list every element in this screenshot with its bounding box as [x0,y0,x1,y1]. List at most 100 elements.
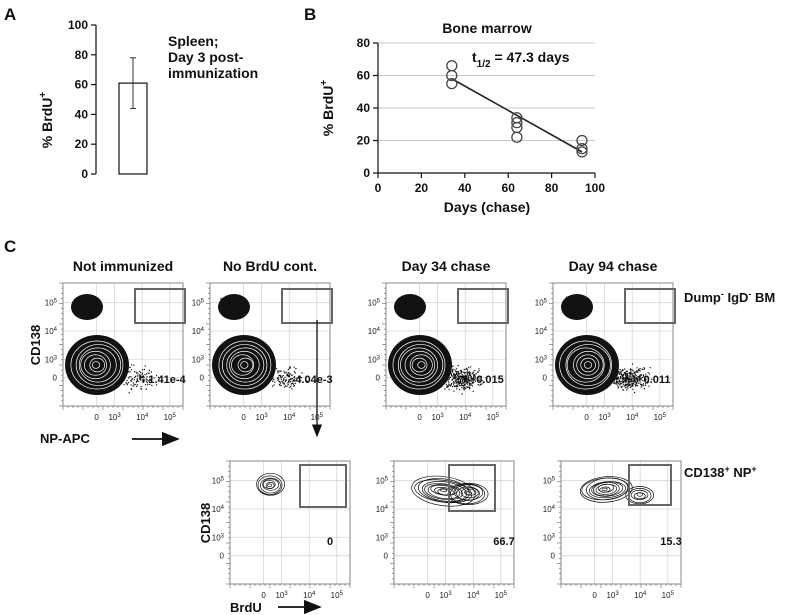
contour-line [464,489,477,496]
flow-x-tick-label: 105 [662,591,675,600]
flow-x-tick-label: 103 [598,413,611,422]
flow-y-tick-label: 103 [543,533,556,542]
b-y-tick-label: 20 [357,134,371,148]
b-ticks: 0 20 40 60 80 0 20 40 60 80 100 [357,36,606,195]
contour-line [417,361,426,369]
contour-line [404,350,436,380]
gate-box [299,464,347,508]
contour-line [430,484,457,496]
a-y-tick-label: 80 [75,48,89,62]
contour-line [218,340,272,390]
gate-box [134,288,186,324]
contour-line [80,350,111,380]
flow-x-tick-label: 105 [331,591,344,600]
population-blob [561,294,593,320]
population-blob [212,335,276,395]
flow-y-tick-label: 0 [551,552,556,561]
flow-x-tick-label: 105 [311,413,324,422]
event-dots [119,364,160,394]
flow-y-tick-label: 0 [200,374,205,383]
flow-y-tick-label: 103 [535,355,548,364]
data-point [576,142,588,155]
flow-y-tick-label: 105 [535,299,548,308]
flow-plot-frame [560,460,682,585]
row-label-dump-igd-bm: Dump- IgD- BM [684,289,775,305]
b-half-life-annotation: t1/2 = 47.3 days [472,49,570,70]
gate-frequency: 0.011 [644,374,671,386]
flow-x-tick-label: 104 [136,413,149,422]
flow-x-tick-label: 0 [417,413,422,422]
contour-line [260,477,281,494]
gate-box [628,464,672,506]
a-y-tick-label: 100 [68,18,88,32]
contour-line [450,483,486,505]
contour-line [221,344,268,386]
flow-cytometry-panel: Not immunized 0 103 104 105 0 103 104 105 1.41e-4… [28,258,775,615]
contour-line [237,357,254,373]
contour-line [440,488,448,492]
row-label-cd138-np: CD138+ NP+ [684,464,757,480]
a-y-tick-label: 20 [75,137,89,151]
panel-label-a: A [4,5,16,24]
flow-y-tick-label: 105 [543,477,556,486]
fit-line [451,78,583,153]
flow-y-tick-label: 104 [376,505,389,514]
gate-box [448,464,496,512]
panel-label-b: B [304,5,316,24]
contour-line [231,354,255,376]
contour-line [576,354,600,376]
event-dots [438,364,487,395]
flow-x-tick-label: 0 [261,591,266,600]
contour-line [229,350,260,380]
b-y-tick-label: 80 [357,36,371,50]
contour-line [411,357,428,373]
flow-top-y-label: CD138 [28,325,43,365]
flow-y-tick-label: 105 [368,299,381,308]
contour-line [75,344,122,386]
contour-line [267,483,272,488]
scatter-chart-b: Bone marrow 0 20 40 60 80 0 20 40 60 80 100 % BrdU… [319,20,605,215]
b-title: Bone marrow [442,20,532,36]
flow-y-tick-label: 104 [543,505,556,514]
b-x-tick-label: 0 [375,181,382,195]
flow-plot-frame [229,460,351,585]
contour-line [595,483,618,495]
contour-line [456,486,480,501]
a-y-ticks: 0 20 40 60 80 100 [68,18,96,181]
data-point [511,116,523,129]
data-point [576,146,588,158]
population-blob [218,294,250,320]
b-x-tick-label: 60 [502,181,516,195]
flow-y-tick-label: 105 [376,477,389,486]
flow-x-tick-label: 105 [164,413,177,422]
flow-x-tick-label: 104 [626,413,639,422]
contour-line [257,475,283,495]
contour-line [573,350,604,380]
contour-line [566,347,605,383]
flow-y-tick-label: 103 [368,355,381,364]
flow-x-tick-label: 103 [431,413,444,422]
flow-bottom-x-label: BrdU [230,600,262,615]
data-point [446,77,458,90]
flow-x-tick-label: 0 [584,413,589,422]
b-x-axis-label: Days (chase) [444,199,530,215]
flow-x-tick-label: 103 [108,413,121,422]
contour-line [427,484,461,500]
contour-line [262,478,280,491]
contour-line [400,347,438,383]
b-y-tick-label: 60 [357,69,371,83]
panel-label-c: C [4,237,16,256]
flow-bottom-y-label: CD138 [198,503,213,543]
contour-line [583,361,593,369]
flow-y-tick-label: 104 [212,505,225,514]
population-blob [71,294,103,320]
contour-line [559,340,612,390]
flow-y-tick-label: 105 [45,299,58,308]
flow-x-tick-label: 105 [487,413,500,422]
contour-line [70,340,124,390]
contour-line [424,483,463,500]
flow-x-tick-label: 0 [94,413,99,422]
flow-plot-title: No BrdU cont. [223,258,317,274]
contour-line [411,475,476,507]
flow-plot-bottom-1: 0 103 104 105 0 103 104 105 0 [212,460,351,600]
